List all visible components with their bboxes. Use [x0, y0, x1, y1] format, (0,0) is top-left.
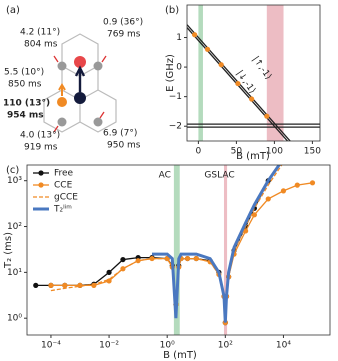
site-label: 0.9 (36°) [103, 18, 143, 28]
data-point [309, 180, 316, 186]
band [198, 5, 203, 141]
y-tick-label: 10² [7, 222, 22, 232]
x-tick-label: 0 [196, 147, 202, 157]
data-point [62, 282, 68, 288]
y-tick-label: −2 [169, 122, 182, 132]
data-point [106, 269, 112, 275]
axes-frame [186, 4, 321, 142]
x-tick-label: 10⁻⁴ [41, 341, 61, 351]
y-axis-label: E (GHz) [165, 54, 176, 92]
band-label: GSLAC [204, 171, 234, 181]
panel-label: (c) [6, 165, 19, 176]
x-tick-label: 10² [218, 341, 233, 351]
data-point [135, 258, 141, 264]
data-point [218, 62, 224, 68]
legend-label: CCE [54, 181, 73, 191]
site-label: 4.2 (11°) [20, 28, 60, 38]
legend-label: T₂ˡⁱᵐ [53, 205, 72, 215]
y-tick-label: 0 [176, 63, 182, 73]
axes-frame [26, 164, 331, 336]
series-line [187, 27, 289, 141]
plot-area [187, 5, 320, 141]
data-point [33, 282, 39, 288]
data-point [249, 96, 255, 102]
x-tick-label: 100 [266, 147, 283, 157]
data-point [192, 32, 198, 38]
legend-marker [38, 170, 44, 176]
site-time: 954 ms [7, 111, 44, 121]
band-label: AC [159, 171, 171, 181]
data-point [280, 188, 287, 194]
site-time: 950 ms [107, 141, 141, 151]
data-point [251, 212, 257, 218]
site-time: 804 ms [24, 40, 58, 50]
site-time: 850 ms [8, 80, 42, 90]
x-axis-label: B (mT) [236, 151, 270, 162]
nuclear-spin [57, 117, 67, 127]
data-point [265, 196, 271, 202]
y-tick-label: 10³ [7, 176, 22, 186]
nuclear-spin [57, 97, 67, 107]
spin-arrow [58, 83, 66, 96]
data-point [204, 46, 211, 52]
spin-arrows [53, 55, 107, 133]
site-label: 110 (13°) [3, 99, 50, 109]
plot-area [33, 165, 316, 335]
data-point [243, 228, 249, 234]
band [223, 165, 228, 335]
data-point [294, 182, 300, 188]
y-axis-label: T₂ (ms) [3, 232, 14, 269]
x-axis-label: B (mT) [163, 350, 197, 361]
panel-label: (a) [6, 5, 20, 16]
data-point [235, 80, 241, 87]
nuclear-spin [93, 117, 103, 127]
legend-marker [38, 182, 44, 188]
x-tick-label: 150 [304, 147, 321, 157]
carbon-atom [74, 92, 86, 104]
data-point [120, 256, 126, 263]
x-tick-label: 10⁰ [160, 341, 175, 351]
site-label: 5.5 (10°) [4, 68, 44, 78]
data-point [48, 282, 54, 288]
series-line [152, 165, 281, 323]
site-time: 919 ms [24, 143, 58, 153]
site-label: 6.9 (7°) [103, 129, 137, 139]
y-tick-label: 10¹ [7, 268, 22, 278]
x-tick-label: 10⁻² [99, 341, 119, 351]
x-tick-label: 10⁴ [276, 341, 291, 351]
data-point [264, 113, 270, 119]
panel-label: (b) [165, 5, 179, 16]
band [266, 5, 284, 141]
x-tick-label: 50 [231, 147, 243, 157]
site-label: 4.0 (13°) [20, 131, 60, 141]
band [173, 165, 180, 335]
data-point [193, 255, 199, 262]
spin-arrow [74, 65, 86, 92]
legend-label: Free [54, 169, 74, 179]
legend-label: gCCE [54, 193, 78, 203]
nitrogen-atom [74, 56, 86, 68]
nuclear-spin [57, 61, 67, 71]
y-tick-label: −1 [169, 92, 182, 102]
series-line [50, 165, 283, 323]
y-tick-label: 1 [176, 33, 182, 43]
site-time: 769 ms [107, 30, 141, 40]
data-point [106, 278, 112, 284]
data-point [77, 282, 83, 288]
y-tick-label: 10⁰ [7, 314, 22, 324]
nuclear-spin [93, 61, 103, 71]
